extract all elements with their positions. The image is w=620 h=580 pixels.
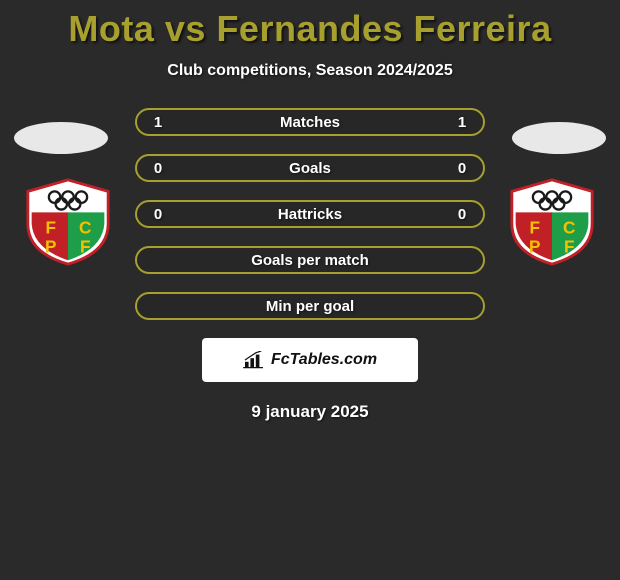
stat-label: Min per goal <box>165 298 455 315</box>
date-text: 9 january 2025 <box>0 402 620 422</box>
svg-text:C: C <box>563 217 575 237</box>
stat-left-value: 0 <box>151 206 165 223</box>
club-badge-right: F C P F <box>504 178 600 266</box>
svg-text:F: F <box>530 217 541 237</box>
stat-left-value: 0 <box>151 160 165 177</box>
stat-label: Hattricks <box>165 206 455 223</box>
stat-row-min-per-goal: Min per goal <box>135 292 485 320</box>
player-right-avatar <box>512 122 606 154</box>
stat-row-goals-per-match: Goals per match <box>135 246 485 274</box>
stat-row-matches: 1Matches1 <box>135 108 485 136</box>
stat-right-value: 0 <box>455 206 469 223</box>
club-badge-left: F C P F <box>20 178 116 266</box>
stat-label: Goals <box>165 160 455 177</box>
svg-text:P: P <box>529 237 540 257</box>
player-left-avatar <box>14 122 108 154</box>
page-title: Mota vs Fernandes Ferreira <box>0 0 620 50</box>
stat-right-value: 0 <box>455 160 469 177</box>
svg-text:C: C <box>79 217 91 237</box>
svg-text:P: P <box>45 237 56 257</box>
svg-text:F: F <box>80 237 91 257</box>
stat-label: Goals per match <box>165 252 455 269</box>
svg-text:F: F <box>46 217 57 237</box>
stat-label: Matches <box>165 114 455 131</box>
stat-row-hattricks: 0Hattricks0 <box>135 200 485 228</box>
subtitle: Club competitions, Season 2024/2025 <box>0 62 620 80</box>
footer-brand-box: FcTables.com <box>202 338 418 382</box>
stat-row-goals: 0Goals0 <box>135 154 485 182</box>
stat-right-value: 1 <box>455 114 469 131</box>
chart-icon <box>243 351 265 369</box>
footer-brand-text: FcTables.com <box>271 351 377 369</box>
stat-left-value: 1 <box>151 114 165 131</box>
svg-text:F: F <box>564 237 575 257</box>
